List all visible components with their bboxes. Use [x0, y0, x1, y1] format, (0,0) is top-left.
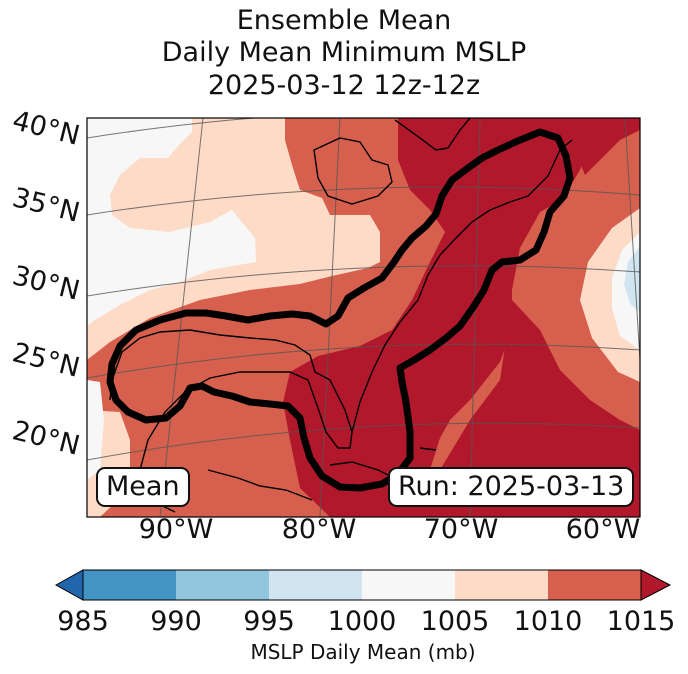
title-line-3: 2025-03-12 12z-12z	[207, 70, 481, 101]
colorbar-tick-1000: 1000	[327, 606, 397, 637]
colorbar-tick-1010: 1010	[513, 606, 583, 637]
field-1000-1005-nw	[87, 118, 256, 326]
lon-label-70w: 70°W	[423, 514, 499, 545]
field-above-1015-north	[283, 118, 592, 517]
ensemble-contour	[106, 128, 574, 492]
field-above-1015-atlantic	[405, 300, 640, 517]
field-above-1015-ne	[560, 118, 640, 175]
title-line-1: Ensemble Mean	[236, 5, 452, 36]
run-date-badge: Run: 2025-03-13	[388, 467, 635, 507]
map-frame	[86, 117, 641, 518]
lon-label-90w: 90°W	[138, 514, 214, 545]
colorbar-tick-995: 995	[243, 606, 295, 637]
colorbar-tick-1005: 1005	[420, 606, 490, 637]
title-line-2: Daily Mean Minimum MSLP	[161, 37, 527, 68]
colorbar-tick-985: 985	[57, 606, 109, 637]
colorbar-label: MSLP Daily Mean (mb)	[250, 640, 476, 664]
colorbar-tick-1015: 1015	[606, 606, 676, 637]
lon-label-60w: 60°W	[565, 514, 641, 545]
lon-label-80w: 80°W	[281, 514, 357, 545]
mean-badge: Mean	[96, 467, 190, 507]
field-1000-1005-sw	[87, 380, 104, 480]
pressure-field	[87, 118, 640, 517]
colorbar-tick-990: 990	[150, 606, 202, 637]
